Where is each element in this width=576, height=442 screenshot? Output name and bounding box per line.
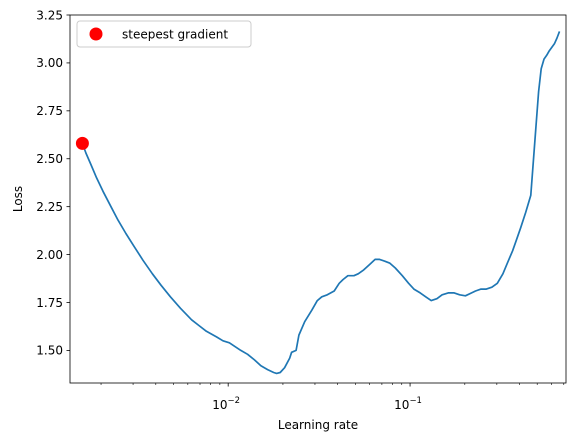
legend-label: steepest gradient [122, 28, 228, 42]
y-tick-label: 2.00 [36, 248, 63, 262]
y-tick-label: 3.25 [36, 8, 63, 22]
y-tick-label: 1.50 [36, 344, 63, 358]
y-tick-label: 1.75 [36, 296, 63, 310]
legend: steepest gradient [76, 20, 252, 48]
axes-frame [69, 14, 567, 384]
legend-marker [89, 27, 103, 41]
x-axis-minor-ticks [100, 383, 565, 385]
y-axis: 1.50 1.75 2.00 2.25 2.50 2.75 3.00 3.25 [36, 8, 70, 358]
steepest-gradient-marker [75, 136, 89, 150]
loss-curve [81, 31, 561, 375]
y-tick-label: 2.50 [36, 152, 63, 166]
y-tick-label: 2.25 [36, 200, 63, 214]
y-axis-label: Loss [11, 186, 25, 212]
x-axis: 10−2 10−1 [212, 383, 422, 412]
plot-area [75, 31, 561, 375]
y-tick-label: 2.75 [36, 104, 63, 118]
y-tick-label: 3.00 [36, 56, 63, 70]
legend-box [76, 20, 252, 48]
x-axis-label: Learning rate [278, 418, 358, 432]
